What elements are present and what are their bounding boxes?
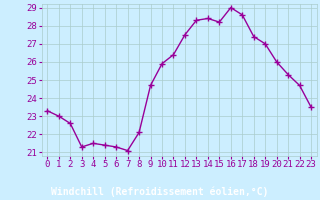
Text: Windchill (Refroidissement éolien,°C): Windchill (Refroidissement éolien,°C) [51,187,269,197]
